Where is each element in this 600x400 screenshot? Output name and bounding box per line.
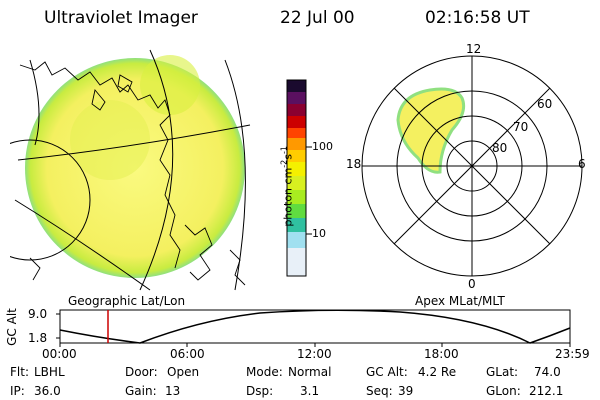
right-panel-caption: Apex MLat/MLT bbox=[415, 294, 505, 308]
glat-label: GLat: bbox=[486, 365, 519, 379]
xtick-0600: 06:00 bbox=[170, 347, 205, 361]
auroral-oval bbox=[396, 87, 466, 174]
ip-value: 36.0 bbox=[34, 384, 61, 398]
mlt-label-12: 12 bbox=[466, 42, 482, 56]
dsp-label: Dsp: bbox=[246, 384, 274, 398]
door-label: Door: bbox=[125, 365, 158, 379]
gcalt-value: 4.2 Re bbox=[418, 365, 457, 379]
latitude-circle bbox=[10, 139, 91, 261]
mlt-label-0: 0 bbox=[468, 277, 476, 291]
longitude-line bbox=[224, 59, 246, 291]
gain-label: Gain: bbox=[125, 384, 157, 398]
mlt-label-6: 6 bbox=[578, 157, 586, 171]
seq-label: Seq: bbox=[366, 384, 393, 398]
latitude-line bbox=[17, 124, 251, 161]
xtick-1800: 18:00 bbox=[424, 347, 459, 361]
ip-label: IP: bbox=[10, 384, 25, 398]
mlt-label-18: 18 bbox=[346, 157, 362, 171]
lat-label-70: 70 bbox=[513, 120, 529, 134]
altitude-ylabel: GC Alt bbox=[5, 308, 19, 346]
seq-value: 39 bbox=[398, 384, 414, 398]
date-label: 22 Jul 00 bbox=[280, 8, 355, 28]
altitude-plot bbox=[56, 309, 571, 347]
glon-label: GLon: bbox=[486, 384, 521, 398]
glat-value: 74.0 bbox=[534, 365, 561, 379]
longitude-line bbox=[139, 49, 174, 291]
lat-label-80: 80 bbox=[492, 141, 508, 155]
glon-value: 212.1 bbox=[529, 384, 564, 398]
dsp-value: 3.1 bbox=[300, 384, 320, 398]
flt-value: LBHL bbox=[34, 365, 65, 379]
colorbar-unit: photon cm-2s-1 bbox=[279, 146, 295, 227]
flt-label: Flt: bbox=[10, 365, 29, 379]
coastline bbox=[19, 61, 181, 269]
altitude-ytick-9: 9.0 bbox=[28, 307, 48, 321]
altitude-curve bbox=[59, 309, 571, 344]
gain-value: 13 bbox=[165, 384, 181, 398]
altitude-ytick-1: 1.8 bbox=[28, 331, 48, 345]
colorbar-tick-10: 10 bbox=[312, 227, 326, 240]
xtick-0000: 00:00 bbox=[42, 347, 77, 361]
left-panel-caption: Geographic Lat/Lon bbox=[68, 294, 186, 308]
colorbar bbox=[286, 79, 312, 277]
time-label: 02:16:58 UT bbox=[425, 8, 530, 28]
app-title: Ultraviolet Imager bbox=[44, 8, 198, 28]
door-value: Open bbox=[167, 365, 200, 379]
lat-label-60: 60 bbox=[537, 97, 553, 111]
colorbar-tick-100: 100 bbox=[312, 140, 333, 153]
mode-label: Mode: bbox=[246, 365, 283, 379]
xtick-2359: 23:59 bbox=[555, 347, 590, 361]
gcalt-label: GC Alt: bbox=[366, 365, 408, 379]
xtick-1200: 12:00 bbox=[297, 347, 332, 361]
mode-value: Normal bbox=[288, 365, 332, 379]
geographic-image bbox=[10, 49, 251, 291]
polar-image bbox=[361, 55, 583, 277]
longitude-line bbox=[14, 199, 151, 291]
